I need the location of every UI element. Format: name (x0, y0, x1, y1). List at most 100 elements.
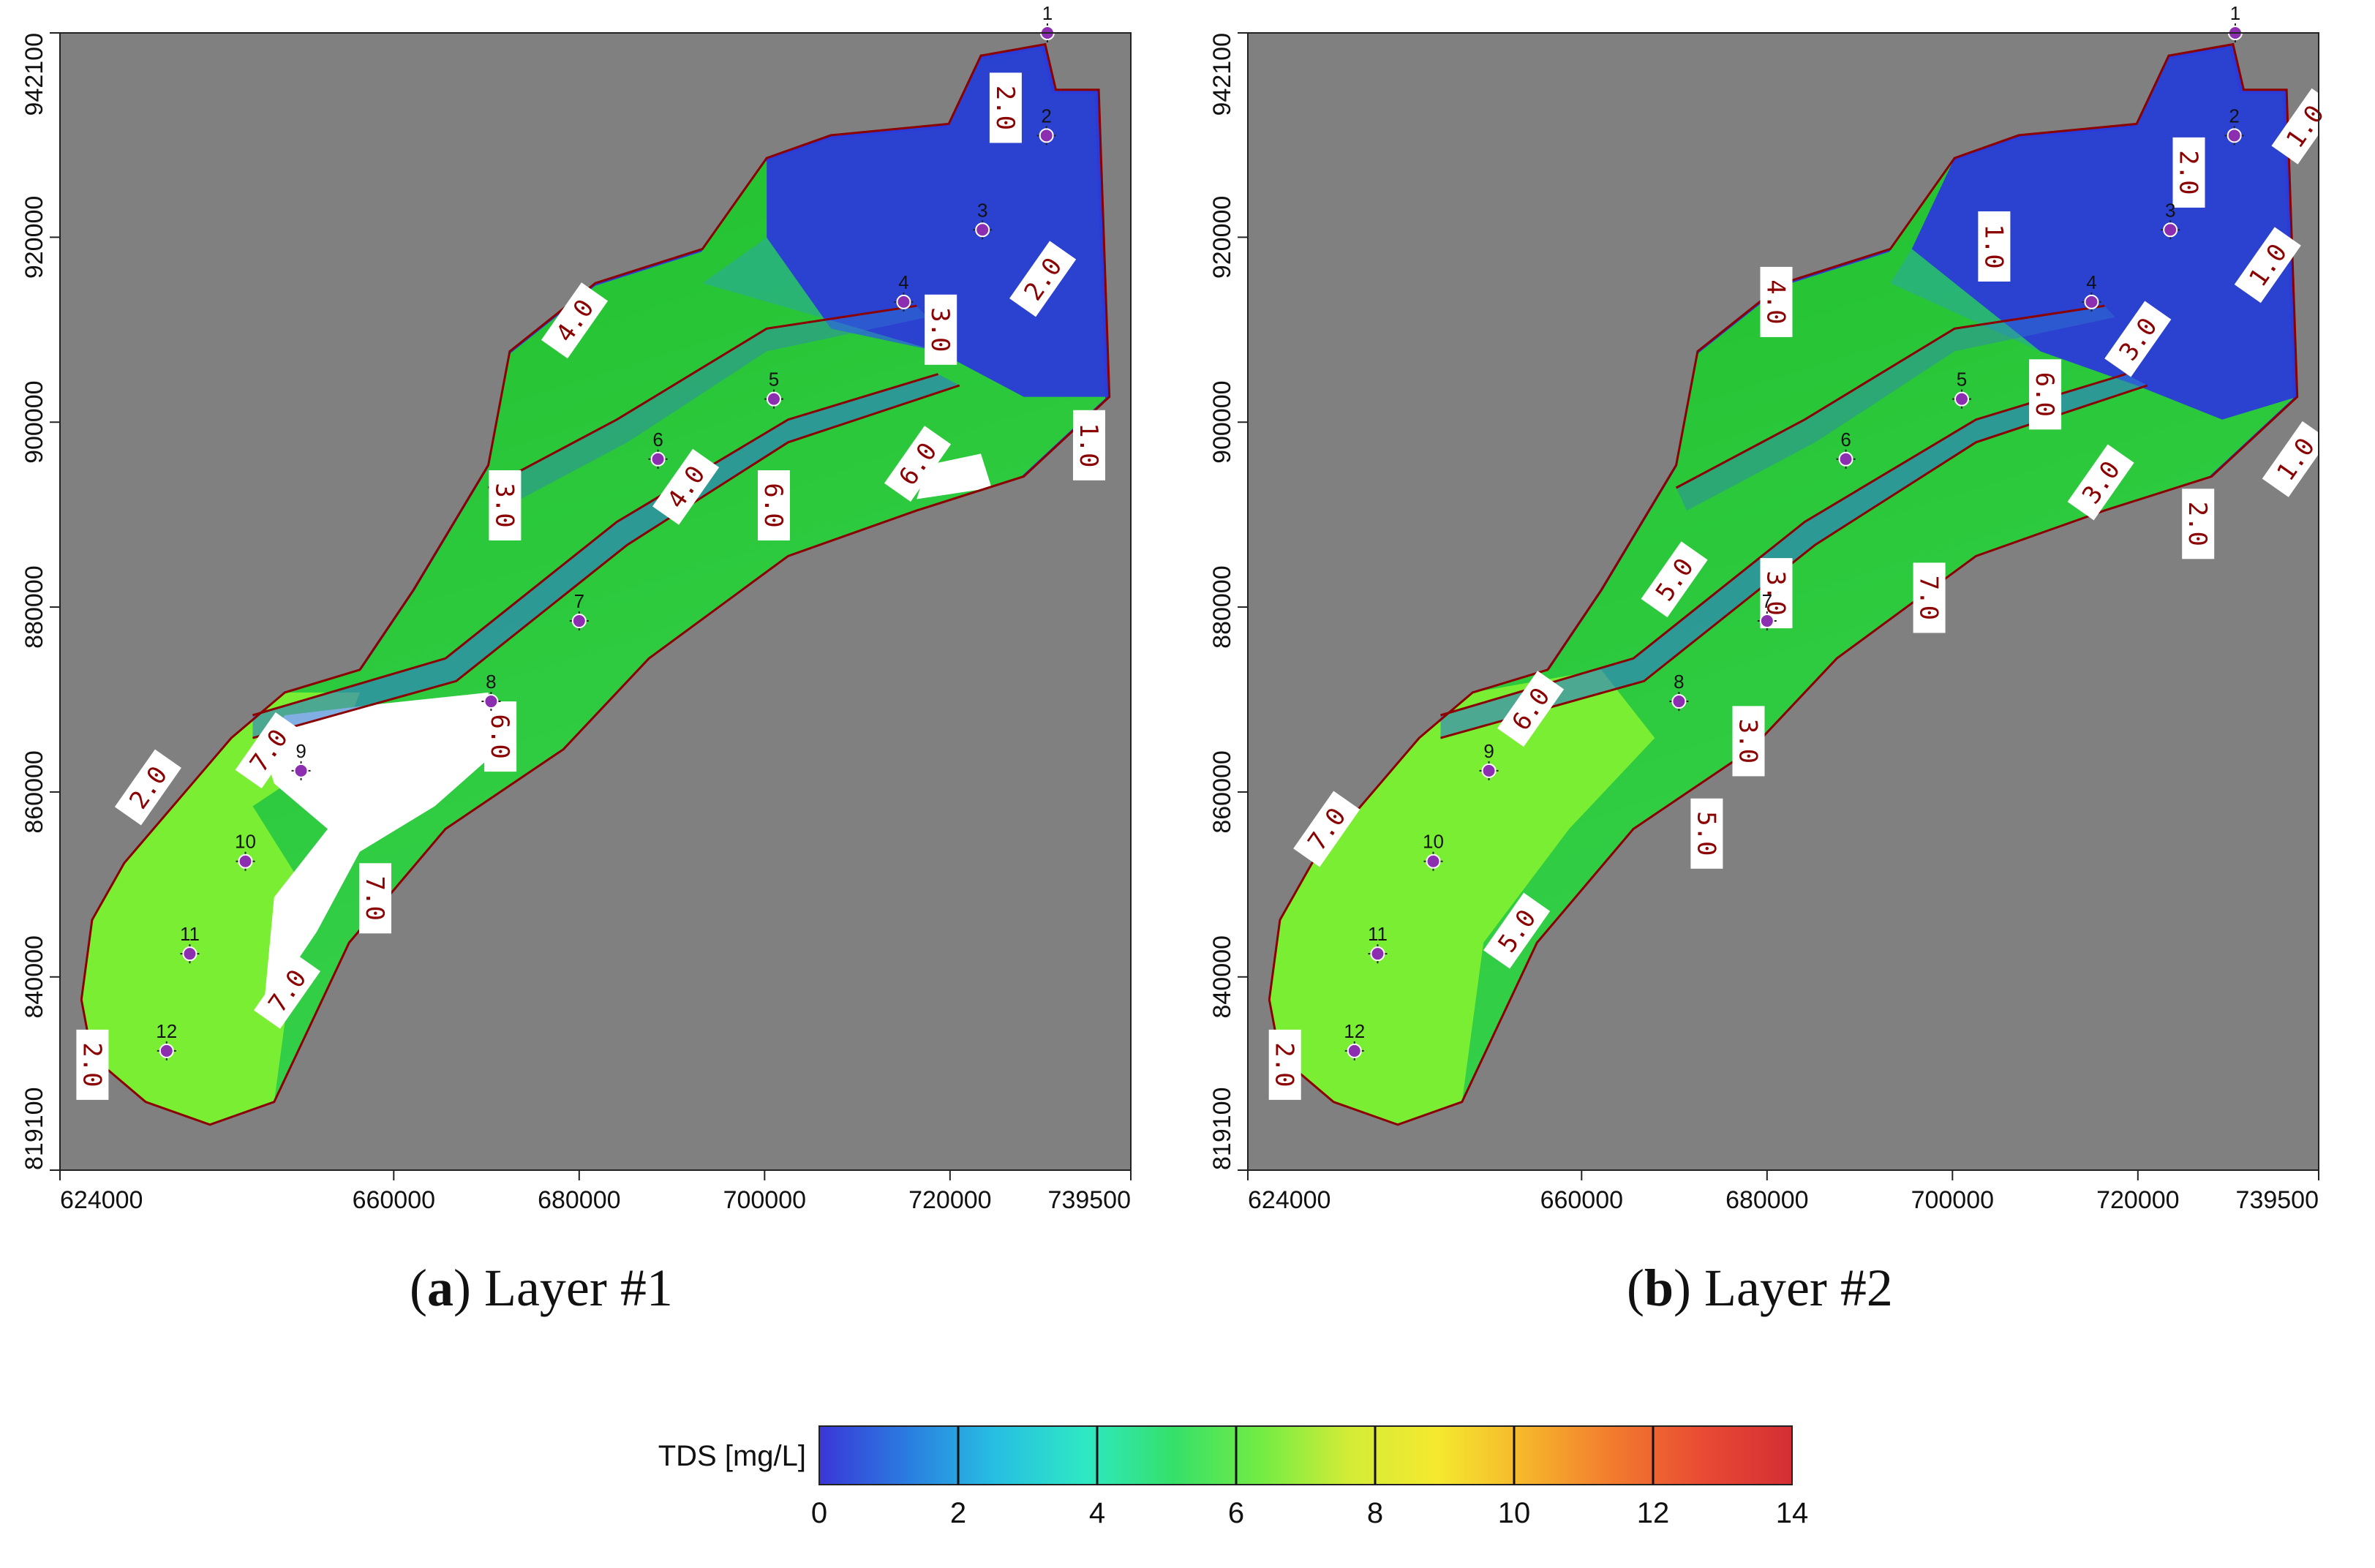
contour-label-text: 3.0 (489, 483, 519, 527)
panel-layer-2: 2.0 1.0 1.0 1.0 4.0 3.0 6.0 1.0 2.0 3.0 3.0 5.0 7.0 6… (1188, 0, 2375, 1317)
contour-line (1675, 304, 2105, 489)
contour-label-text: 5.0 (1691, 811, 1720, 856)
contour-label: 4.0 (1760, 266, 1793, 337)
colorbar-tick-label: 2 (950, 1497, 966, 1529)
contour-label-bg (652, 448, 720, 525)
ridge-band (1440, 374, 2148, 739)
colorbar-tick-label: 10 (1498, 1497, 1531, 1529)
caption-layer-2: (b) Layer #2 (1627, 1259, 1893, 1317)
well-label: 3 (2165, 199, 2175, 221)
observation-well: 7 (569, 590, 589, 631)
ridge-band (252, 374, 960, 739)
caption-panel-label: a (426, 1259, 453, 1317)
contour-line (487, 304, 917, 489)
well-label: 3 (977, 199, 987, 221)
well-label: 2 (1041, 105, 1051, 127)
tds-map-layer-1: 2.02.03.04.01.04.0 6.06.03.07.0 6.02.07.07… (20, 2, 1132, 1214)
contour-label-bg (2067, 444, 2134, 521)
x-tick-label: 680000 (538, 1186, 620, 1214)
observation-well: 10 (1423, 831, 1444, 871)
contour-label-bg (2182, 489, 2215, 559)
well-marker (1347, 1043, 1362, 1058)
dry-cell-area (263, 692, 500, 1011)
observation-well: 12 (1344, 1020, 1365, 1060)
contour-label-bg (235, 712, 302, 788)
observation-well: 4 (894, 271, 914, 312)
caption-panel-label: b (1644, 1259, 1674, 1317)
transition-zone (1890, 249, 2041, 352)
well-marker (1039, 128, 1054, 143)
well-marker (1426, 853, 1441, 869)
contour-label: 2.0 (2172, 137, 2205, 208)
well-marker (2227, 128, 2242, 143)
well-marker (1481, 763, 1497, 778)
contour-label-bg (359, 863, 391, 934)
contour-label: 3.0 (1760, 558, 1793, 629)
contour-label-text: 7.0 (360, 876, 389, 921)
observation-well: 11 (1368, 923, 1388, 964)
observation-well: 12 (156, 1020, 177, 1060)
x-tick-label: 624000 (60, 1186, 143, 1214)
contour-label-bg (758, 470, 790, 540)
contour-label-bg (541, 282, 609, 359)
contour-label-bg (989, 72, 1022, 143)
blue-zone (767, 44, 1110, 397)
colorbar-tick-label: 8 (1367, 1497, 1383, 1529)
contour-label-text: 7.0 (1914, 576, 1943, 620)
well-marker (483, 694, 499, 709)
observation-well: 10 (235, 831, 256, 871)
contour-label-bg (2234, 227, 2301, 304)
colorbar-tick-label: 4 (1089, 1497, 1105, 1529)
contour-label-text: 2.0 (990, 86, 1020, 130)
well-label: 10 (1423, 831, 1444, 853)
contour-label-bg (1009, 241, 1077, 317)
y-tick-label: 900000 (20, 380, 48, 463)
contour-label: 2.0 (76, 1029, 109, 1100)
contour-label-bg (2029, 359, 2062, 430)
well-marker (293, 763, 309, 778)
contour-line (1440, 373, 2126, 717)
well-label: 9 (1483, 740, 1494, 762)
contour-label: 5.0 (1690, 798, 1723, 869)
well-marker (182, 946, 197, 962)
well-marker (975, 222, 990, 238)
y-tick-label: 819100 (1208, 1088, 1236, 1170)
contour-label-bg (1978, 211, 2011, 282)
contour-label: 7.0 (359, 863, 391, 934)
contour-label-bg (1641, 541, 1708, 618)
contour-label-bg (1483, 892, 1551, 969)
ridge-band (1676, 306, 2115, 511)
contour-label-bg (1073, 410, 1105, 480)
contour-label-bg (253, 952, 321, 1029)
well-label: 5 (1957, 369, 1967, 391)
well-marker (1671, 694, 1687, 709)
x-tick-label: 720000 (908, 1186, 991, 1214)
contour-label-text: 2.0 (77, 1042, 106, 1087)
contour-label: 3.0 (489, 470, 522, 540)
well-label: 6 (652, 429, 663, 451)
well-marker (896, 294, 911, 309)
contour-label-bg (2271, 88, 2338, 165)
contour-label-text: 3.0 (925, 307, 955, 352)
y-tick-label: 860000 (1208, 750, 1236, 833)
contour-label-bg (114, 749, 181, 826)
well-marker (571, 614, 587, 629)
x-tick-label: 680000 (1725, 1186, 1808, 1214)
well-label: 8 (486, 671, 496, 693)
colorbar: TDS [mg/L] 0 2 4 6 8 10 12 14 (571, 1411, 1814, 1558)
contour-label-bg (2104, 301, 2172, 377)
plot-frame (59, 32, 1132, 1171)
contour-label-bg (884, 426, 952, 502)
x-tick-label: 739500 (2236, 1186, 2319, 1214)
contour-label-text: 6.0 (759, 483, 788, 527)
contour-label-text: 1.0 (1979, 224, 2008, 268)
x-tick-label: 739500 (1048, 1186, 1131, 1214)
panel-layer-1: 2.0 2.0 3.0 4.0 1.0 4.0 6.0 6.0 3.0 7.0 6.0 2.0 7.0 7… (0, 0, 1187, 1317)
contour-label: 7.0 (1913, 562, 1946, 633)
observation-well: 2 (2224, 105, 2244, 146)
contour-label-bg (1732, 706, 1765, 777)
well-label: 7 (1762, 590, 1772, 612)
transition-zone (702, 237, 938, 352)
y-tick-label: 920000 (20, 196, 48, 279)
well-label: 9 (296, 740, 306, 762)
